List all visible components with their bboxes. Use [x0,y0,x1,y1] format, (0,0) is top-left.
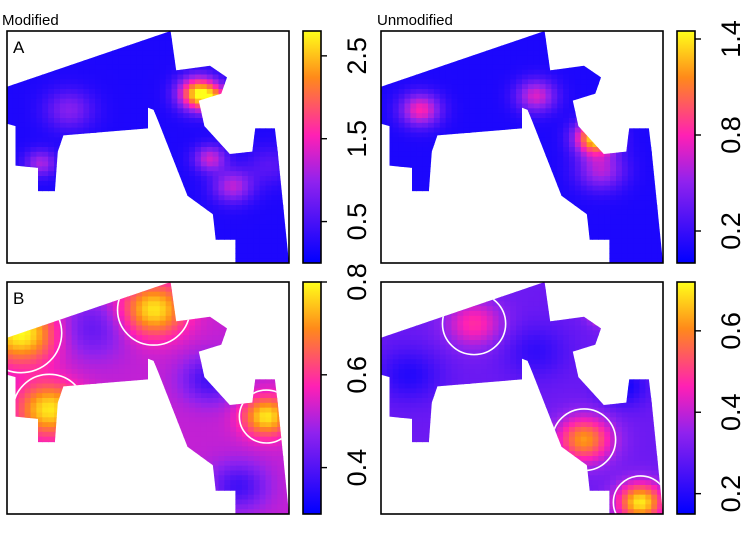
colorbar [303,282,321,514]
heatmap-field [381,31,663,263]
header-unmodified: Unmodified [377,12,453,29]
colorbar [677,282,695,514]
plot-frame [6,30,290,264]
heatmap-field [7,31,289,263]
colorbar [303,31,321,263]
plot-frame [380,30,664,264]
colorbar-frame [302,30,322,264]
plot-frame [6,281,290,515]
heatmap-field [7,282,289,514]
heatmap-field [381,282,663,514]
colorbar-tick-label: 0.2 [716,212,746,250]
colorbar-frame [676,30,696,264]
panel-label: B [13,289,24,308]
colorbar-frame [676,281,696,515]
panel-label: A [13,38,25,57]
panel-1: 0.2 0.8 1.4 [380,20,746,264]
colorbar-tick-label: 2.5 [342,37,372,75]
colorbar-tick-label: 0.6 [342,356,372,394]
colorbar-frame [302,281,322,515]
colorbar-tick-label: 0.2 [716,475,746,513]
colorbar [677,31,695,263]
colorbar-tick-label: 0.4 [342,449,372,487]
colorbar-tick-label: 0.5 [342,203,372,241]
panel-3: 0.2 0.4 0.6 [380,281,746,515]
header-modified: Modified [2,12,59,29]
colorbar-tick-label: 0.8 [342,263,372,301]
colorbar-tick-label: 0.4 [716,393,746,431]
panel-2: B 0.4 0.6 0.8 [6,263,372,515]
panel-0: A 0.5 1.5 2.5 [6,30,372,264]
colorbar-tick-label: 1.5 [342,120,372,158]
colorbar-tick-label: 0.6 [716,312,746,350]
colorbar-tick-label: 0.8 [716,116,746,154]
plot-frame [380,281,664,515]
colorbar-tick-label: 1.4 [716,20,746,58]
